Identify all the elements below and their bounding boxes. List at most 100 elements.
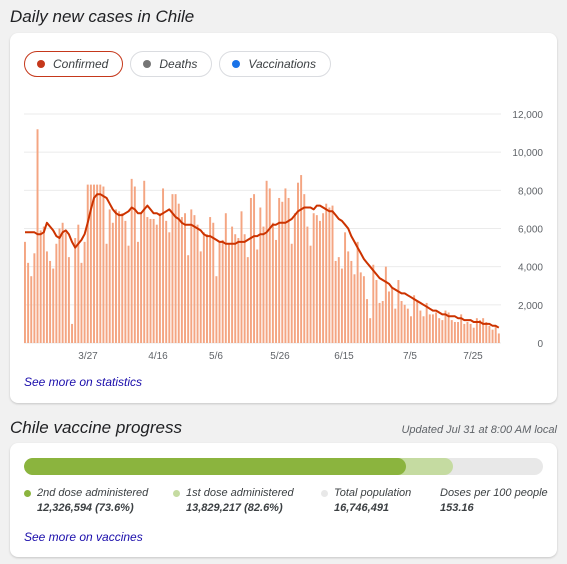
vaccine-section-title: Chile vaccine progress [10, 418, 182, 437]
bar [58, 228, 61, 343]
bar [259, 207, 262, 343]
bar [318, 220, 321, 343]
bar [413, 295, 416, 343]
bar [243, 234, 246, 343]
bar [491, 329, 494, 343]
chip-confirmed[interactable]: Confirmed [24, 51, 124, 77]
bar [397, 280, 400, 343]
x-tick-label: 7/25 [463, 351, 483, 362]
bar [93, 184, 95, 343]
legend-second-label: 2nd dose administered [37, 487, 149, 499]
statistics-link[interactable]: See more on statistics [24, 375, 143, 389]
deaths-dot-icon [143, 60, 152, 68]
bar [353, 274, 356, 343]
bar [96, 184, 99, 343]
bar [231, 226, 234, 343]
bar [99, 184, 102, 343]
legend-doses-label: Doses per 100 people [440, 487, 548, 499]
vaccines-link[interactable]: See more on vaccines [24, 530, 143, 544]
bar [450, 320, 453, 343]
bar [485, 322, 488, 343]
bar [74, 238, 77, 343]
bar [71, 323, 74, 343]
metric-chips: Confirmed Deaths Vaccinations [24, 51, 331, 77]
cases-card: Confirmed Deaths Vaccinations 0 2,000 4,00… [10, 33, 557, 403]
bar [388, 291, 390, 343]
bar [375, 280, 378, 343]
bar [271, 222, 274, 343]
confirmed-dot-icon [37, 60, 45, 68]
bar [328, 207, 331, 343]
bar [146, 217, 149, 343]
bar [369, 318, 372, 343]
bar [457, 322, 460, 343]
bar [406, 308, 409, 343]
bar [218, 241, 221, 343]
y-tick-label: 2,000 [518, 301, 543, 312]
bar [463, 323, 466, 343]
bar [466, 322, 469, 343]
vaccinations-dot-icon [232, 60, 241, 68]
chip-vaccinations[interactable]: Vaccinations [219, 51, 331, 77]
bar [55, 243, 58, 343]
legend-first-value: 13,829,217 (82.6%) [186, 502, 283, 514]
chip-deaths[interactable]: Deaths [130, 51, 213, 77]
bar [256, 249, 259, 343]
legend-second-value: 12,326,594 (73.6%) [37, 502, 134, 514]
bar [284, 188, 287, 343]
bar [152, 218, 155, 343]
bar [221, 239, 224, 343]
legend-doses-value: 153.16 [440, 502, 474, 514]
x-tick-label: 7/5 [403, 351, 417, 362]
bar [350, 260, 353, 343]
bar [224, 213, 227, 343]
bar [168, 232, 171, 343]
bar [253, 194, 256, 343]
vaccine-progress-bar [24, 458, 543, 475]
cases-section-title: Daily new cases in Chile [10, 7, 195, 26]
legend-doses-per-100: Doses per 100 people 153.16 [440, 487, 548, 514]
bar [89, 184, 92, 343]
y-tick-label: 12,000 [512, 110, 543, 121]
bar [262, 226, 265, 343]
bar [49, 260, 52, 343]
chip-vaccinations-label: Vaccinations [248, 57, 316, 71]
bar [444, 310, 447, 343]
bar [39, 230, 42, 343]
bar [24, 241, 26, 343]
bar [80, 262, 83, 343]
bar [249, 197, 252, 343]
bar [36, 129, 39, 343]
bar [278, 197, 281, 343]
bar [344, 232, 347, 343]
bar [265, 180, 268, 343]
bar [240, 211, 243, 343]
second-dose-fill [24, 458, 406, 475]
bar [206, 234, 208, 343]
bar [472, 327, 475, 343]
bar [149, 218, 152, 343]
legend-total-value: 16,746,491 [334, 502, 390, 514]
bar [306, 226, 309, 343]
bar [438, 318, 441, 343]
x-tick-label: 6/15 [334, 351, 354, 362]
bar [275, 239, 277, 343]
bar [403, 304, 406, 343]
bar [162, 188, 165, 343]
x-tick-label: 3/27 [78, 351, 98, 362]
bar [356, 241, 359, 343]
bar [171, 194, 174, 343]
bar [431, 314, 434, 343]
bar [199, 251, 202, 343]
chip-confirmed-label: Confirmed [53, 57, 109, 71]
y-tick-label: 4,000 [518, 263, 543, 274]
bar [237, 238, 240, 343]
bar [45, 251, 48, 343]
bar [64, 232, 67, 343]
bar [174, 194, 177, 343]
bar [460, 314, 463, 343]
y-tick-label: 10,000 [512, 148, 543, 159]
x-tick-label: 4/16 [148, 351, 168, 362]
bar [331, 205, 334, 343]
cases-chart: 0 2,000 4,000 6,000 8,000 10,000 12,000 3/27 4/1… [24, 110, 543, 362]
